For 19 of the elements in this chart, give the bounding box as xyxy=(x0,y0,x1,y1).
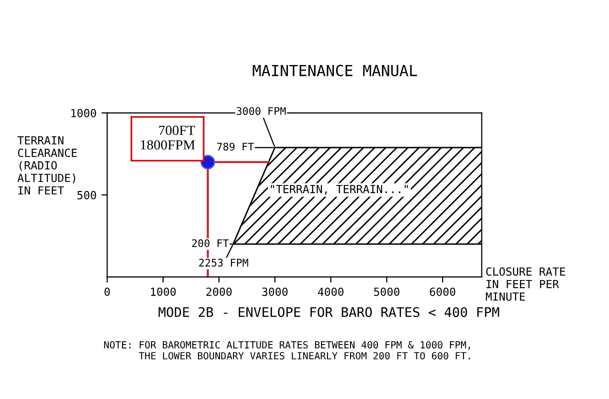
y-axis-title: TERRAIN CLEARANCE (RADIO ALTITUDE) IN FEET xyxy=(17,136,77,194)
text: MODE 2B - ENVELOPE FOR BARO RATES < 400 FPM xyxy=(158,307,500,318)
x-tick-label: 3000 xyxy=(262,288,288,296)
annotation: 3000 FPM xyxy=(236,107,286,115)
x-axis-title: CLOSURE RATE IN FEET PER MINUTE xyxy=(486,267,566,301)
y-tick-label: 500 xyxy=(77,190,96,200)
x-tick-label: 6000 xyxy=(430,288,456,296)
annotation: 789 FT xyxy=(217,142,254,151)
text: NOTE: FOR BAROMETRIC ALTITUDE RATES BETWEEN 400 FPM & 1000 FPM, THE LOWER BOUNDARY VARIES LINEARLY FROM 200 FT TO 600 FT. xyxy=(104,341,470,360)
x-tick-label: 0 xyxy=(104,288,110,296)
x-tick-label: 2000 xyxy=(206,288,232,296)
x-tick-label: 4000 xyxy=(318,288,344,296)
x-tick-label: 5000 xyxy=(374,288,400,296)
annotation: "TERRAIN, TERRAIN..." xyxy=(270,184,408,195)
x-tick-label: 1000 xyxy=(151,288,176,296)
annotation: 2253 FPM xyxy=(199,258,248,267)
annotation: 200 FT xyxy=(192,239,229,248)
text: MAINTENANCE MANUAL xyxy=(252,64,418,76)
annotation: 700FT 1800FPM xyxy=(140,126,196,150)
